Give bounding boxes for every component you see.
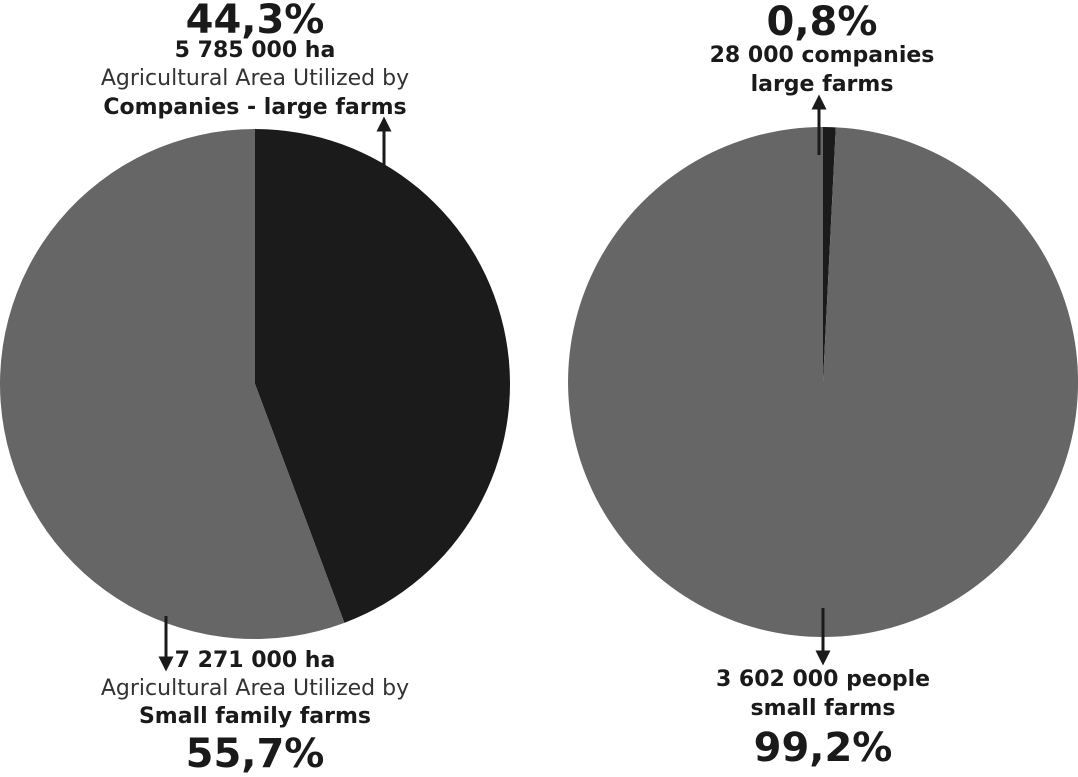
large-farms-count: 28 000 companies xyxy=(709,43,935,68)
pie-agricultural-area xyxy=(0,129,511,640)
slice-family-area xyxy=(0,129,345,640)
family-area-percent: 55,7% xyxy=(185,731,325,777)
small-farms-count: 3 602 000 people xyxy=(715,667,931,692)
companies-area-percent: 44,3% xyxy=(185,0,325,43)
callout-arrows xyxy=(158,94,831,672)
companies-area-name: Companies - large farms xyxy=(103,95,407,120)
family-area-amount: 7 271 000 ha xyxy=(174,648,336,673)
companies-area-amount: 5 785 000 ha xyxy=(174,38,336,63)
small-farms-label: small farms xyxy=(750,696,896,721)
pie-farm-count xyxy=(568,127,1078,637)
large-farms-label: large farms xyxy=(750,72,894,97)
companies-area-desc: Agricultural Area Utilized by xyxy=(100,66,410,91)
slice-companies-area xyxy=(255,129,511,623)
small-farms-percent: 99,2% xyxy=(753,725,893,771)
family-area-desc: Agricultural Area Utilized by xyxy=(100,676,410,701)
slice-large-farms-count xyxy=(823,127,836,382)
large-farms-percent: 0,8% xyxy=(766,0,878,45)
family-area-name: Small family farms xyxy=(138,704,372,729)
slice-small-farms-count xyxy=(568,127,1078,637)
